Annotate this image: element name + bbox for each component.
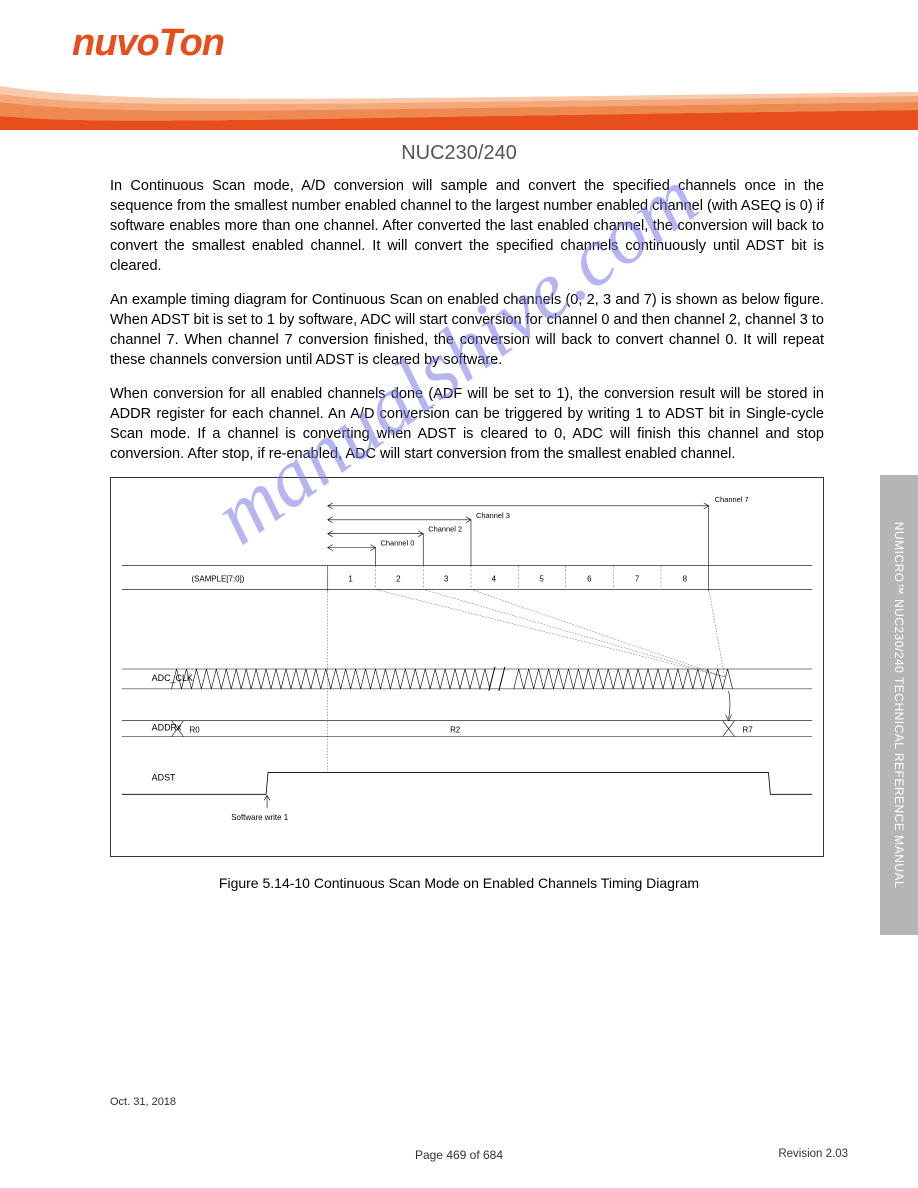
paragraph-2: An example timing diagram for Continuous… (110, 290, 824, 370)
brand-logo: nuvoTon (72, 22, 224, 65)
cell-2: 2 (396, 574, 401, 583)
addrx-clock-label: ADC_CLK (152, 673, 193, 683)
ch-label-2: Channel 2 (428, 525, 462, 534)
paragraph-3: When conversion for all enabled channels… (110, 384, 824, 464)
addr-r2: R2 (450, 726, 461, 735)
header-swoosh (0, 86, 918, 130)
paragraph-1: In Continuous Scan mode, A/D conversion … (110, 176, 824, 276)
footer-rev: Revision 2.03 (778, 1148, 848, 1160)
addr-r7: R7 (743, 726, 754, 735)
ch-label-0: Channel 0 (380, 539, 414, 548)
cell-3: 3 (444, 574, 449, 583)
ch-label-7: Channel 7 (715, 495, 749, 504)
cell-5: 5 (539, 574, 544, 583)
adst-label: ADST (152, 772, 176, 782)
footnote-date: Oct. 31, 2018 (110, 1096, 176, 1108)
doc-title: NUC230/240 (0, 142, 918, 165)
side-tab-text: NUMICRO™ NUC230/240 TECHNICAL REFERENCE … (892, 522, 906, 888)
sample-note: (SAMPLE[7:0]) (191, 574, 244, 583)
addrx-label: ADDRx (152, 723, 182, 733)
body-paragraphs: In Continuous Scan mode, A/D conversion … (110, 176, 824, 478)
side-tab: NUMICRO™ NUC230/240 TECHNICAL REFERENCE … (880, 475, 918, 935)
cell-8: 8 (683, 574, 688, 583)
cell-4: 4 (492, 574, 497, 583)
cell-1: 1 (348, 574, 353, 583)
cell-6: 6 (587, 574, 592, 583)
sw-write-label: Software write 1 (231, 813, 288, 822)
ch-label-3: Channel 3 (476, 511, 510, 520)
addr-r0: R0 (189, 726, 200, 735)
figure-caption: Figure 5.14-10 Continuous Scan Mode on E… (0, 875, 918, 891)
cell-7: 7 (635, 574, 640, 583)
timing-diagram: 1 2 3 4 5 6 7 8 (SAMPLE[7:0]) (110, 477, 824, 857)
logo-text: nuvoTon (72, 22, 224, 64)
